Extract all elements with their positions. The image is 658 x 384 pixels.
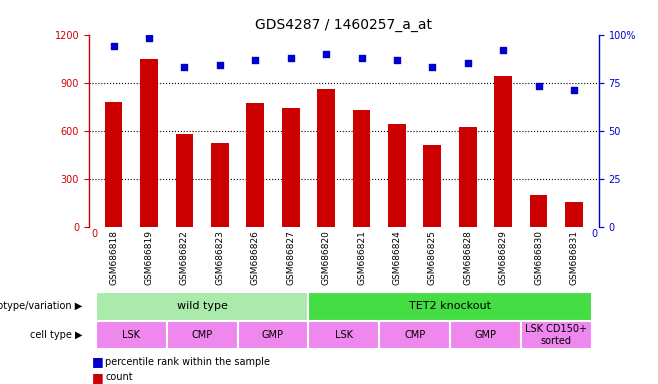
Text: GSM686830: GSM686830 [534,230,543,285]
Point [143,35,154,41]
Bar [353,110,370,227]
Bar [96,292,309,321]
Text: 0: 0 [91,228,98,238]
Text: GSM686827: GSM686827 [286,230,295,285]
Point [569,87,579,93]
Text: ■: ■ [92,371,104,384]
Text: GSM686828: GSM686828 [463,230,472,285]
Point [179,64,190,70]
Text: GMP: GMP [474,330,496,340]
Bar [140,59,158,227]
Bar [282,108,299,227]
Text: GSM686821: GSM686821 [357,230,366,285]
Bar [450,321,521,349]
Text: LSK CD150+
sorted: LSK CD150+ sorted [525,324,588,346]
Bar [379,321,450,349]
Point [463,60,473,66]
Text: GSM686826: GSM686826 [251,230,260,285]
Bar [388,124,406,227]
Point [109,43,119,49]
Text: GSM686829: GSM686829 [499,230,508,285]
Bar [494,76,512,227]
Bar [246,103,264,227]
Text: GSM686822: GSM686822 [180,230,189,285]
Text: percentile rank within the sample: percentile rank within the sample [105,356,270,367]
Bar [238,321,309,349]
Point [427,64,438,70]
Text: count: count [105,372,133,382]
Text: GSM686823: GSM686823 [215,230,224,285]
Text: 0: 0 [591,228,597,238]
Text: GSM686831: GSM686831 [569,230,578,285]
Bar [176,134,193,227]
Text: LSK: LSK [335,330,353,340]
Bar [521,321,592,349]
Point [392,56,402,63]
Point [498,47,509,53]
Text: CMP: CMP [404,330,425,340]
Text: cell type ▶: cell type ▶ [30,330,82,340]
Text: LSK: LSK [122,330,140,340]
Bar [565,202,583,227]
Point [250,56,261,63]
Point [286,55,296,61]
Point [321,51,332,57]
Bar [309,292,592,321]
Text: GSM686819: GSM686819 [145,230,153,285]
Bar [459,127,476,227]
Bar [166,321,238,349]
Bar [530,195,547,227]
Point [534,83,544,89]
Text: GSM686825: GSM686825 [428,230,437,285]
Text: GMP: GMP [262,330,284,340]
Bar [105,102,122,227]
Title: GDS4287 / 1460257_a_at: GDS4287 / 1460257_a_at [255,18,432,32]
Text: TET2 knockout: TET2 knockout [409,301,491,311]
Text: wild type: wild type [177,301,228,311]
Point [215,62,225,68]
Point [356,55,367,61]
Bar [309,321,379,349]
Bar [317,89,335,227]
Bar [96,321,166,349]
Text: ■: ■ [92,355,104,368]
Text: GSM686820: GSM686820 [322,230,330,285]
Text: CMP: CMP [191,330,213,340]
Text: GSM686818: GSM686818 [109,230,118,285]
Text: genotype/variation ▶: genotype/variation ▶ [0,301,82,311]
Text: GSM686824: GSM686824 [392,230,401,285]
Bar [424,145,442,227]
Bar [211,143,229,227]
